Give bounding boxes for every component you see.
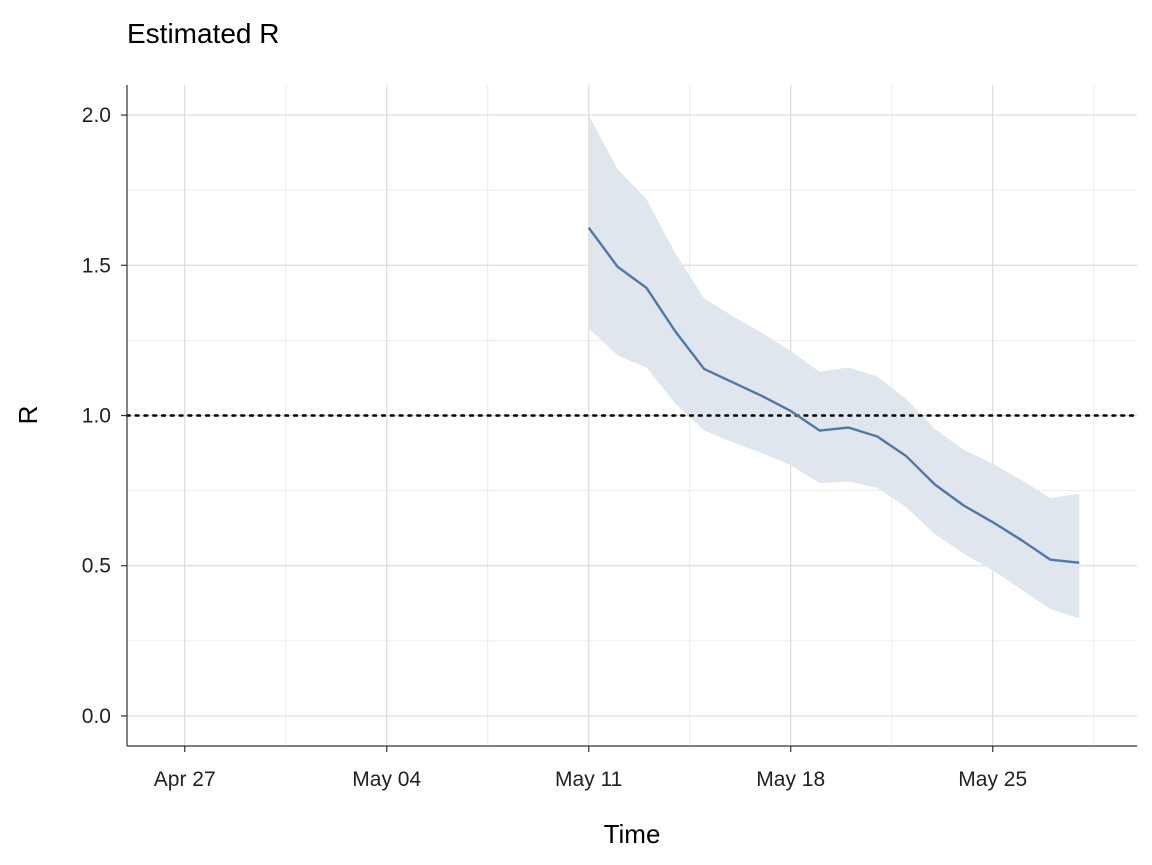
x-tick-label: May 18 (756, 768, 825, 791)
chart-title: Estimated R (127, 18, 280, 49)
confidence-band (588, 115, 1080, 619)
confidence-band-layer (588, 115, 1080, 619)
y-tick-label: 1.0 (82, 405, 111, 428)
r-series-line (587, 227, 1080, 564)
tick-labels: 0.0 0.5 1.0 1.5 2.0 Apr 27 May 04 May 11 May 18 M… (82, 104, 1027, 791)
y-tick-label: 0.0 (82, 705, 111, 728)
x-tick-label: May 11 (555, 768, 622, 791)
y-tick-label: 0.5 (82, 555, 111, 578)
y-tick-label: 2.0 (82, 104, 111, 127)
series-line-layer (587, 227, 1080, 564)
x-tick-label: May 04 (352, 768, 421, 791)
x-tick-label: Apr 27 (154, 768, 216, 791)
y-axis-title: R (13, 406, 43, 425)
y-tick-label: 1.5 (82, 254, 111, 277)
x-tick-label: May 25 (958, 768, 1027, 791)
x-axis-title: Time (604, 819, 661, 849)
